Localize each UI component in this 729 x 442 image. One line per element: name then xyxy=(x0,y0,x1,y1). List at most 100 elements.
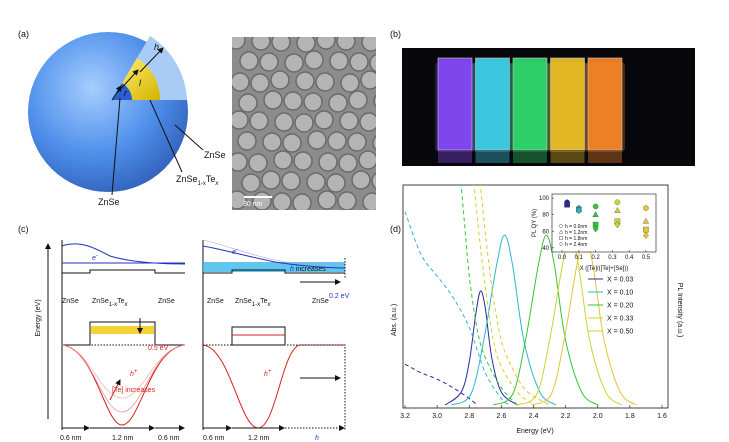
particle xyxy=(317,190,337,210)
inset-y-tick-label: 40 xyxy=(542,246,549,252)
abs-line xyxy=(473,185,534,406)
h-increases: h increases xyxy=(290,266,326,273)
panel-label: (b) xyxy=(390,29,401,39)
particle xyxy=(349,52,369,72)
legend-marker xyxy=(559,224,563,228)
offset-label: 0.5 eV xyxy=(148,345,169,352)
valence-band xyxy=(203,344,346,430)
wavefunction xyxy=(61,344,186,399)
point xyxy=(643,231,649,240)
l-label: l xyxy=(139,78,142,88)
particle xyxy=(359,112,376,132)
x-tick-label: 3.2 xyxy=(400,413,410,420)
text: x xyxy=(266,302,271,308)
particle xyxy=(314,110,334,130)
layer-label: ZnSe1-xTex xyxy=(235,298,271,308)
particle xyxy=(327,131,347,151)
particle xyxy=(318,152,338,172)
text: x xyxy=(214,181,219,187)
abs-line xyxy=(404,363,478,406)
particle xyxy=(282,133,302,153)
particle xyxy=(307,130,327,150)
point xyxy=(592,211,599,217)
cuvette xyxy=(437,57,473,151)
particle xyxy=(371,172,376,190)
text: ZnSe xyxy=(92,298,109,305)
point xyxy=(592,203,599,210)
x-tick-label: 2.2 xyxy=(561,413,571,420)
text: 1-x xyxy=(252,302,260,308)
scale-label: 30 nm xyxy=(243,201,263,208)
x-label: Energy (eV) xyxy=(516,428,553,435)
particle xyxy=(273,150,293,170)
arrow xyxy=(139,47,164,73)
particle xyxy=(361,37,376,52)
particle xyxy=(284,53,304,73)
reflection xyxy=(513,151,547,163)
panel-c: (c) Energy (eV) e- e- h increases 0.2 eV… xyxy=(18,224,350,442)
electron-label: e- xyxy=(92,253,98,262)
width-label: 0.6 nm xyxy=(158,435,180,442)
point xyxy=(642,217,650,224)
particle xyxy=(283,91,303,111)
text: 1-x xyxy=(109,302,117,308)
width-label: 1.2 nm xyxy=(112,435,134,442)
particle xyxy=(270,70,290,90)
text: - xyxy=(96,253,98,259)
x-tick-label: 1.8 xyxy=(625,413,635,420)
particle xyxy=(351,170,371,190)
plot-frame xyxy=(402,184,669,409)
text: + xyxy=(134,369,138,375)
width-label: 0.6 nm xyxy=(203,435,225,442)
point xyxy=(576,206,582,215)
point xyxy=(564,199,570,207)
cuvette xyxy=(475,57,510,151)
particle xyxy=(362,192,376,210)
cuvette xyxy=(550,57,585,151)
legend-label: X = 0.10 xyxy=(607,290,633,297)
particle xyxy=(272,192,292,210)
inset-legend-label: h = 2.4nm xyxy=(565,242,587,248)
particle xyxy=(295,71,315,91)
reflection xyxy=(588,151,622,163)
reflection xyxy=(550,151,585,163)
cuvette xyxy=(512,57,548,151)
particle xyxy=(271,37,291,52)
conduction-band xyxy=(62,269,185,274)
wavefunction xyxy=(61,344,186,413)
point xyxy=(614,221,621,229)
panel-label: (a) xyxy=(18,29,29,39)
inset-x-label: X ([Te]/([Te]+[Se])) xyxy=(580,266,629,272)
text: e xyxy=(92,255,96,262)
point xyxy=(614,207,621,213)
particle xyxy=(340,73,360,93)
panel-d: (d) Abs. (a.u.) PL Intensity (a.u.) Ener… xyxy=(390,184,683,435)
inset-legend-label: h = 0.6nm xyxy=(565,224,587,230)
particle xyxy=(348,90,368,110)
particle xyxy=(259,52,279,72)
core-label: ZnSe xyxy=(98,197,120,207)
point xyxy=(643,205,649,211)
arrow xyxy=(111,85,122,101)
particle xyxy=(237,131,257,151)
particle xyxy=(232,190,247,210)
particle xyxy=(232,72,250,92)
legend-marker xyxy=(559,236,563,240)
wavefunction xyxy=(202,344,345,429)
level-band xyxy=(91,326,154,334)
particle xyxy=(336,37,356,51)
particle xyxy=(293,151,313,171)
text: 1-x xyxy=(198,181,206,187)
cuvette xyxy=(587,57,623,151)
pl-line xyxy=(444,290,518,406)
level-band xyxy=(203,262,345,272)
legend-marker xyxy=(559,241,563,247)
pl-line xyxy=(493,234,599,406)
layer-label: ZnSe xyxy=(207,298,224,305)
particle xyxy=(294,113,314,133)
particle xyxy=(337,191,357,210)
particle xyxy=(339,111,359,131)
legend-label: X = 0.33 xyxy=(607,316,633,323)
particle xyxy=(329,51,349,71)
